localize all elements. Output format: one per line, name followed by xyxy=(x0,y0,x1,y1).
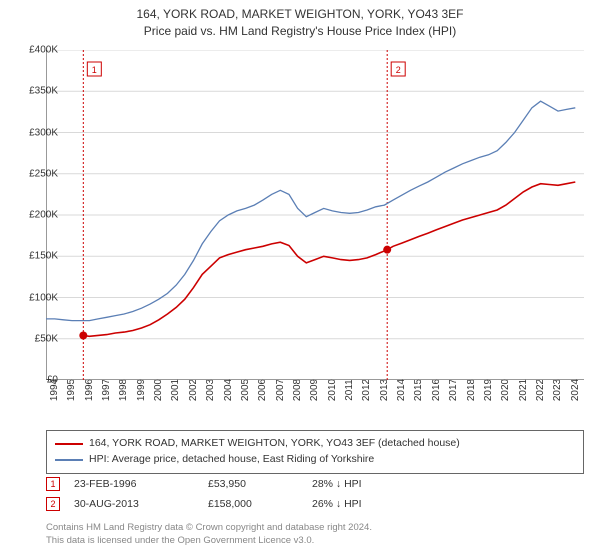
footer-line: This data is licensed under the Open Gov… xyxy=(46,535,584,548)
sale-diff: 28% ↓ HPI xyxy=(312,478,422,490)
sales-table: 1 23-FEB-1996 £53,950 28% ↓ HPI 2 30-AUG… xyxy=(46,474,584,514)
x-tick-label: 2008 xyxy=(292,379,303,401)
sale-marker-icon: 1 xyxy=(46,477,60,491)
sale-marker-icon: 2 xyxy=(46,497,60,511)
x-tick-label: 1998 xyxy=(118,379,129,401)
x-tick-label: 2017 xyxy=(448,379,459,401)
x-tick-label: 2001 xyxy=(170,379,181,401)
title-subtitle: Price paid vs. HM Land Registry's House … xyxy=(0,23,600,40)
x-tick-label: 2022 xyxy=(535,379,546,401)
x-tick-label: 2015 xyxy=(413,379,424,401)
sale-date: 23-FEB-1996 xyxy=(74,478,194,490)
footer-line: Contains HM Land Registry data © Crown c… xyxy=(46,522,584,535)
x-tick-label: 1999 xyxy=(136,379,147,401)
x-tick-label: 2011 xyxy=(344,379,355,401)
svg-text:1: 1 xyxy=(92,65,97,75)
y-tick-label: £350K xyxy=(14,86,58,97)
x-tick-label: 1997 xyxy=(101,379,112,401)
x-tick-label: 2019 xyxy=(483,379,494,401)
x-tick-label: 2020 xyxy=(500,379,511,401)
title-address: 164, YORK ROAD, MARKET WEIGHTON, YORK, Y… xyxy=(0,6,600,23)
chart-svg: 12 xyxy=(46,50,584,380)
svg-text:2: 2 xyxy=(396,65,401,75)
x-tick-label: 2014 xyxy=(396,379,407,401)
y-tick-label: £200K xyxy=(14,210,58,221)
x-tick-label: 2012 xyxy=(361,379,372,401)
sale-date: 30-AUG-2013 xyxy=(74,498,194,510)
x-tick-label: 2009 xyxy=(309,379,320,401)
title-block: 164, YORK ROAD, MARKET WEIGHTON, YORK, Y… xyxy=(0,0,600,40)
y-tick-label: £300K xyxy=(14,127,58,138)
sale-diff: 26% ↓ HPI xyxy=(312,498,422,510)
x-tick-label: 2002 xyxy=(188,379,199,401)
x-tick-label: 1996 xyxy=(84,379,95,401)
y-tick-label: £150K xyxy=(14,251,58,262)
sale-price: £158,000 xyxy=(208,498,298,510)
x-tick-label: 2004 xyxy=(223,379,234,401)
legend-item: 164, YORK ROAD, MARKET WEIGHTON, YORK, Y… xyxy=(55,436,575,452)
legend-swatch xyxy=(55,443,83,445)
y-tick-label: £100K xyxy=(14,292,58,303)
legend-label: 164, YORK ROAD, MARKET WEIGHTON, YORK, Y… xyxy=(89,436,460,452)
x-tick-label: 2005 xyxy=(240,379,251,401)
x-tick-label: 2003 xyxy=(205,379,216,401)
x-tick-label: 2007 xyxy=(275,379,286,401)
footer-note: Contains HM Land Registry data © Crown c… xyxy=(46,522,584,548)
x-tick-label: 2016 xyxy=(431,379,442,401)
legend-swatch xyxy=(55,459,83,461)
y-tick-label: £400K xyxy=(14,45,58,56)
sales-row: 1 23-FEB-1996 £53,950 28% ↓ HPI xyxy=(46,474,584,494)
sale-price: £53,950 xyxy=(208,478,298,490)
x-tick-label: 2000 xyxy=(153,379,164,401)
legend-item: HPI: Average price, detached house, East… xyxy=(55,452,575,468)
x-tick-label: 2023 xyxy=(552,379,563,401)
legend-label: HPI: Average price, detached house, East… xyxy=(89,452,374,468)
sales-row: 2 30-AUG-2013 £158,000 26% ↓ HPI xyxy=(46,494,584,514)
x-tick-label: 2018 xyxy=(466,379,477,401)
legend: 164, YORK ROAD, MARKET WEIGHTON, YORK, Y… xyxy=(46,430,584,474)
x-tick-label: 1995 xyxy=(66,379,77,401)
y-tick-label: £250K xyxy=(14,168,58,179)
chart-container: 164, YORK ROAD, MARKET WEIGHTON, YORK, Y… xyxy=(0,0,600,560)
x-tick-label: 1994 xyxy=(49,379,60,401)
x-tick-label: 2010 xyxy=(327,379,338,401)
x-tick-label: 2006 xyxy=(257,379,268,401)
x-tick-label: 2021 xyxy=(518,379,529,401)
x-tick-label: 2024 xyxy=(570,379,581,401)
plot-area: 12 xyxy=(46,50,584,380)
x-tick-label: 2013 xyxy=(379,379,390,401)
y-tick-label: £50K xyxy=(14,333,58,344)
